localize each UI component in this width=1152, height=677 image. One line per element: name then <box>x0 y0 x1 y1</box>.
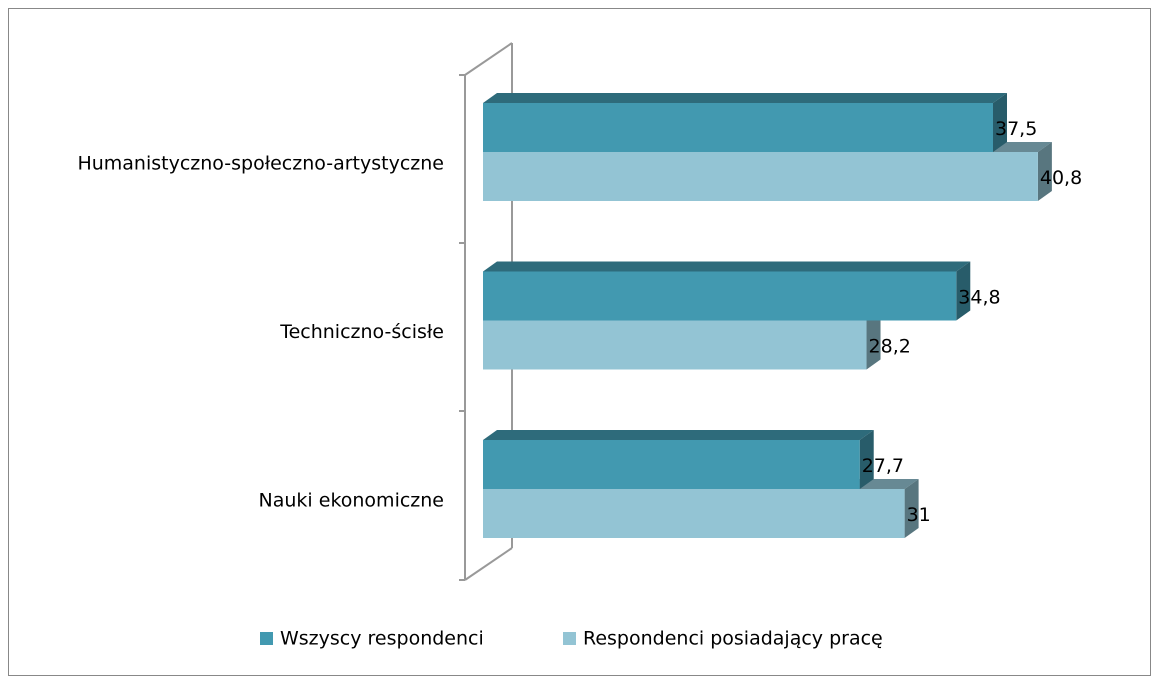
legend-swatch <box>260 632 273 645</box>
bar-top <box>483 430 874 440</box>
bar-side <box>1037 142 1052 201</box>
category-label: Humanistyczno-społeczno-artystyczne <box>77 153 444 175</box>
bar-side <box>866 310 881 370</box>
bar-top <box>483 93 1007 103</box>
legend-label: Respondenci posiadający pracę <box>583 628 883 650</box>
bar <box>483 320 867 370</box>
bar-side <box>859 430 874 489</box>
category-label: Techniczno-ścisłe <box>279 321 444 343</box>
value-label: 28,2 <box>869 336 911 358</box>
value-label: 34,8 <box>958 287 1000 309</box>
bar <box>483 489 905 538</box>
bar <box>483 152 1038 201</box>
value-label: 40,8 <box>1040 167 1082 189</box>
value-label: 27,7 <box>862 455 904 477</box>
bar-top <box>483 261 971 272</box>
bar-side <box>993 93 1007 152</box>
bar <box>483 271 957 321</box>
category-label: Nauki ekonomiczne <box>259 490 444 512</box>
bar <box>483 103 993 152</box>
value-label: 31 <box>907 504 931 526</box>
legend-swatch <box>563 632 576 645</box>
value-label: 37,5 <box>995 118 1037 140</box>
frame <box>8 8 1151 676</box>
legend-label: Wszyscy respondenci <box>280 628 484 650</box>
bar-side <box>956 261 971 321</box>
bar-side <box>904 479 919 538</box>
bar <box>483 440 860 489</box>
